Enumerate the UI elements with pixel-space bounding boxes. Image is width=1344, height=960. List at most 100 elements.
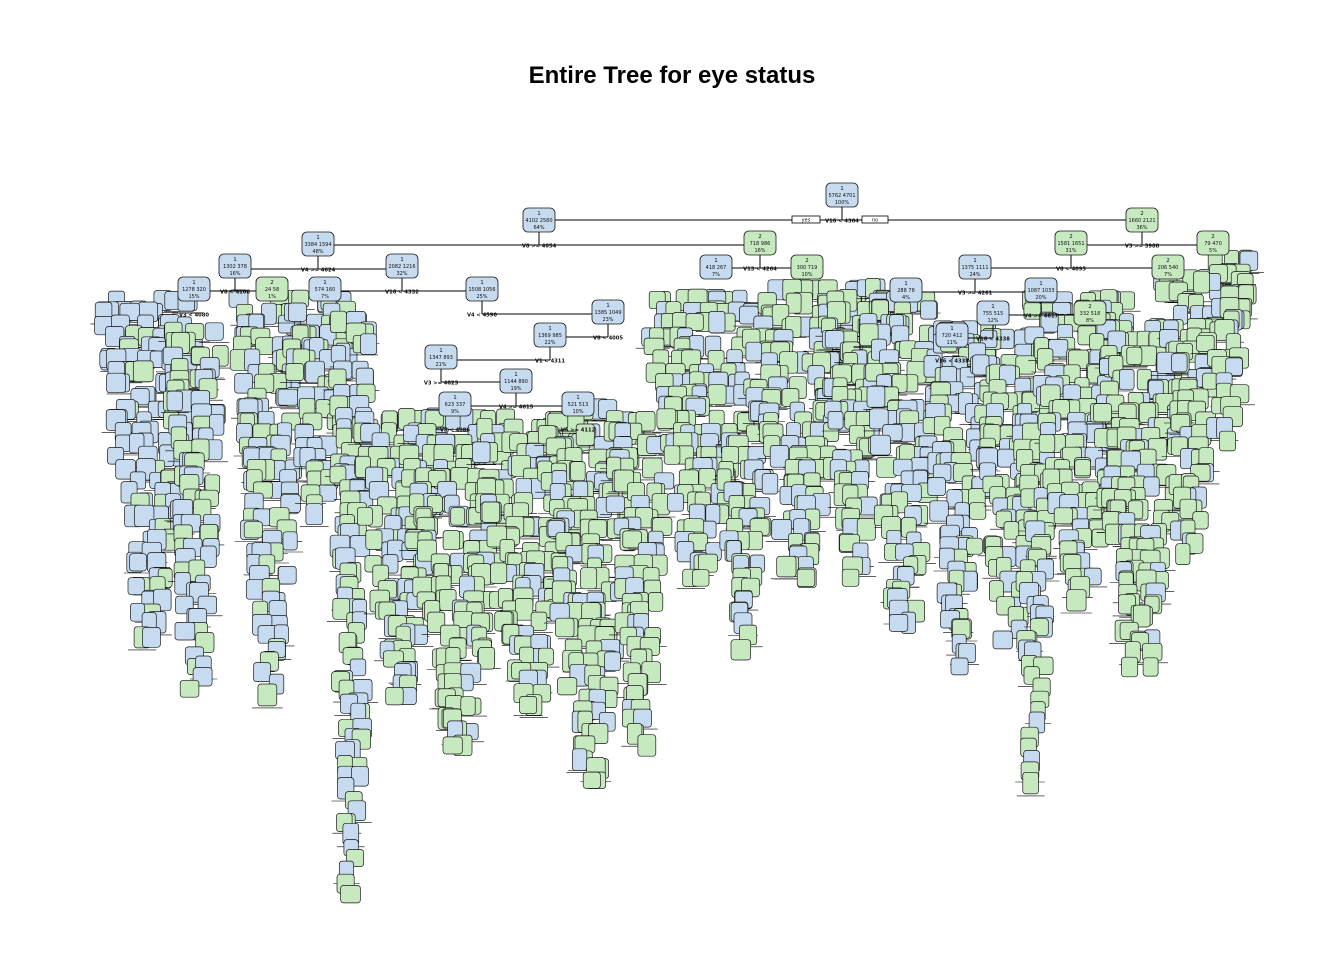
node-class-label: 2: [1166, 258, 1170, 264]
subtree-node-box: [519, 696, 538, 714]
split-rule-label: V16 < 4332: [385, 290, 419, 296]
node-percent: 48%: [312, 249, 323, 255]
node-box: [958, 254, 992, 280]
subtree-node-box: [204, 322, 224, 341]
subtree-node-box: [1126, 346, 1143, 365]
split-rule-label: V1 < 4311: [535, 359, 565, 365]
node-counts: 332 518: [1080, 311, 1101, 317]
subtree-node-box: [972, 354, 990, 376]
node-box: [533, 322, 567, 348]
subtree-node-box: [285, 363, 304, 381]
node-counts: 1302 378: [223, 264, 247, 270]
node-class-label: 2: [1088, 304, 1092, 310]
node-class-label: 1: [950, 326, 954, 332]
node-counts: 4102 2580: [525, 218, 552, 224]
node-counts: 206 540: [1158, 265, 1179, 271]
svg-text:no: no: [872, 218, 878, 224]
subtree-node-box: [282, 531, 298, 551]
node-percent: 12%: [987, 318, 998, 324]
subtree-node-box: [142, 627, 161, 648]
subtree-node-box: [472, 441, 491, 463]
subtree-node-box: [557, 677, 578, 696]
subtree-node-box: [927, 477, 946, 496]
split-rule-label: V5 >= 4112: [561, 428, 596, 434]
subtree-node-box: [1171, 353, 1188, 373]
tree-edge-vertical: [481, 300, 609, 314]
node-class-label: 1: [548, 326, 552, 332]
tree-edge-vertical: [538, 231, 761, 245]
node-box: [218, 253, 252, 279]
node-percent: 23%: [602, 317, 613, 323]
subtree-node-box: [1048, 339, 1069, 358]
svg-text:yes: yes: [802, 218, 811, 224]
node-counts: 79 470: [1204, 241, 1222, 247]
subtree-node-box: [1142, 657, 1159, 677]
split-rule-label: V3 >= 3988: [1125, 244, 1160, 250]
subtree-node-box: [1202, 372, 1218, 390]
subtree-node-box: [771, 519, 792, 540]
node-box: [1024, 277, 1058, 303]
node-counts: 574 160: [315, 287, 336, 293]
subtree-node-box: [692, 569, 710, 587]
subtree-node-box: [1074, 459, 1091, 477]
node-box: [976, 300, 1010, 326]
node-percent: 4%: [902, 295, 910, 301]
node-counts: 5762 4701: [828, 193, 855, 199]
subtree-node-box: [330, 310, 347, 333]
node-percent: 21%: [435, 362, 446, 368]
node-percent: 7%: [712, 272, 720, 278]
split-rule-label: V16 < 4364: [825, 219, 859, 225]
node-counts: 755 515: [983, 311, 1004, 317]
subtree-node-box: [442, 530, 461, 551]
node-percent: 7%: [321, 294, 329, 300]
node-class-label: 1: [453, 395, 457, 401]
subtree-node-box: [365, 529, 383, 550]
node-percent: 16%: [754, 248, 765, 254]
tree-edge-vertical: [317, 232, 540, 245]
node-box: [499, 368, 533, 394]
node-counts: 1278 320: [182, 287, 206, 293]
subtree-node-box: [604, 651, 621, 672]
node-counts: 1581 1651: [1057, 241, 1084, 247]
node-class-label: 1: [904, 281, 908, 287]
subtree-node-box: [234, 373, 253, 394]
split-rule-label: V4 < 4590: [467, 313, 497, 319]
node-class-label: 1: [606, 303, 610, 309]
split-rule-label: V16 < 4338: [976, 337, 1010, 343]
node-percent: 25%: [476, 294, 487, 300]
subtree-node-box: [340, 885, 361, 904]
node-percent: 9%: [451, 409, 459, 415]
subtree-node-box: [132, 360, 154, 383]
subtree-node-box: [257, 683, 278, 707]
node-class-label: 1: [714, 258, 718, 264]
node-percent: 15%: [188, 294, 199, 300]
node-percent: 8%: [1086, 318, 1094, 324]
subtree-node-box: [1193, 270, 1210, 294]
node-class-label: 1: [537, 211, 541, 217]
split-rule-label: V3 >= 4023: [424, 381, 459, 387]
node-class-label: 1: [439, 348, 443, 354]
subtree-node-box: [708, 311, 726, 334]
subtree-node-box: [721, 446, 739, 464]
subtree-node-box: [368, 481, 390, 500]
node-percent: 19%: [510, 386, 521, 392]
node-box: [790, 254, 824, 280]
subtree-node-box: [663, 445, 681, 465]
subtree-node-box: [656, 408, 677, 429]
node-percent: 1%: [268, 294, 276, 300]
node-percent: 7%: [1164, 272, 1172, 278]
node-class-label: 1: [576, 395, 580, 401]
subtree-node-box: [824, 330, 845, 349]
subtree-node-box: [570, 461, 586, 482]
subtree-node-box: [1015, 355, 1037, 375]
node-class-label: 1: [480, 280, 484, 286]
node-class-label: 1: [400, 257, 404, 263]
subtree-node-box: [676, 541, 695, 563]
